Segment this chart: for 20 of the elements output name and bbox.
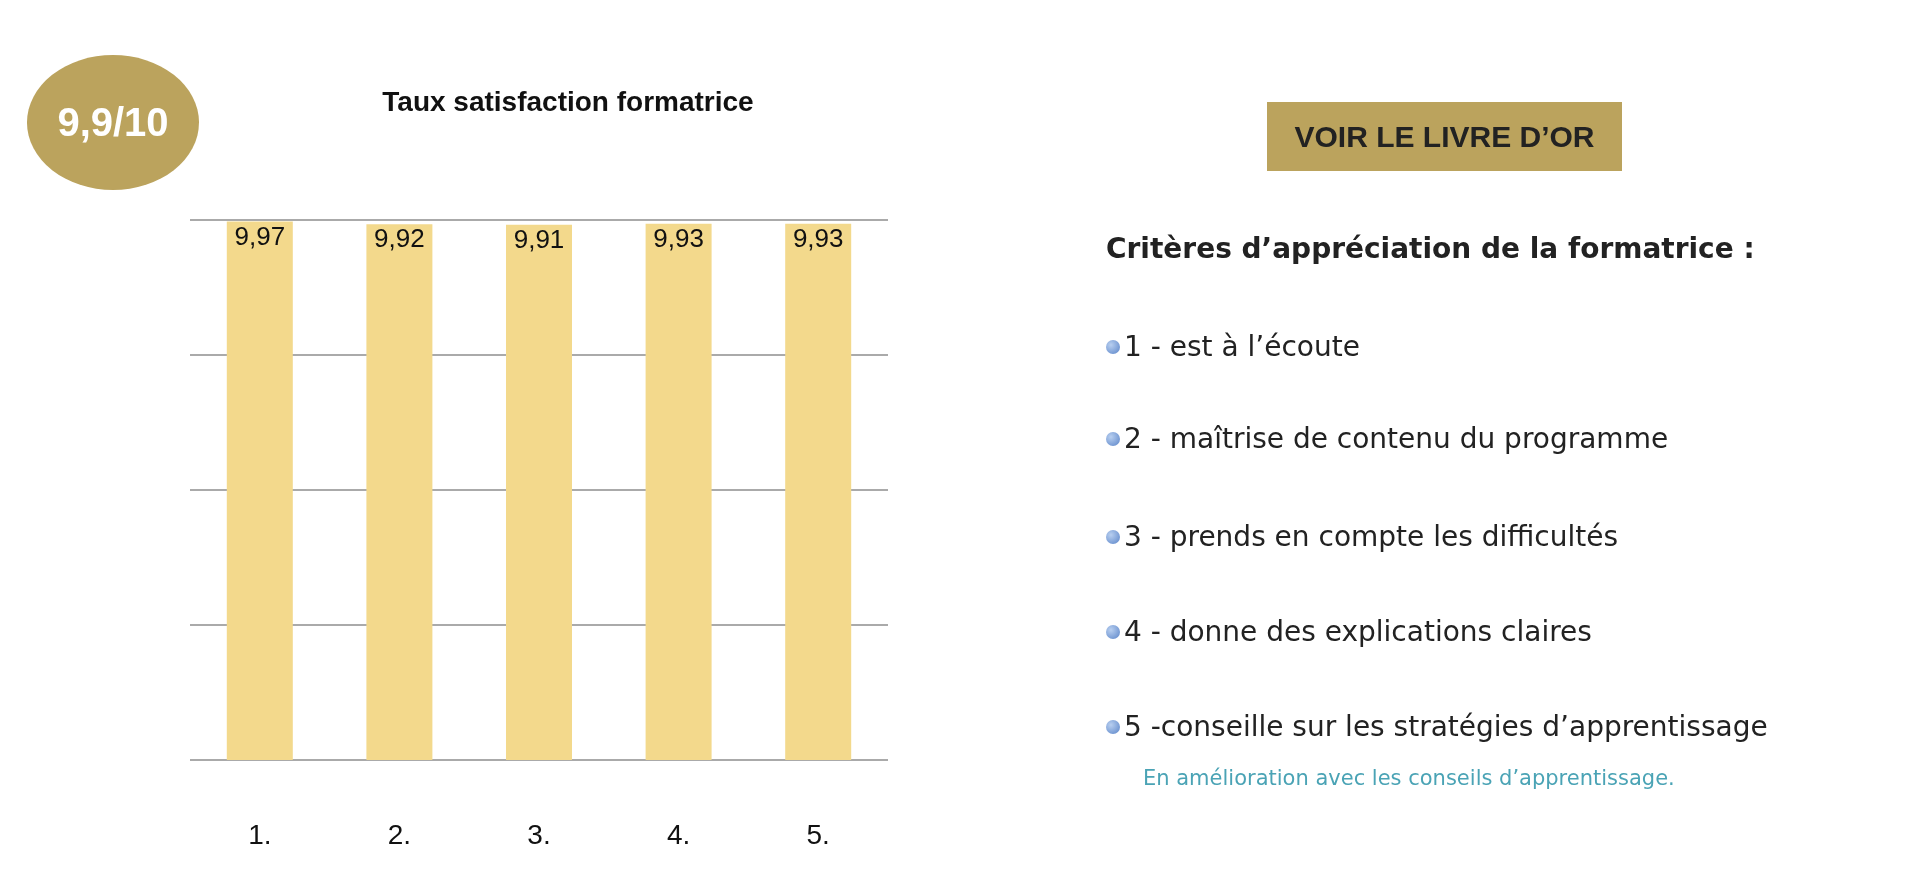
text: 1 - est à l’écoute (1124, 330, 1360, 363)
text: En amélioration avec les conseils d’apprentissage. (1143, 766, 1675, 790)
x-tick-label: 4. (666, 818, 691, 850)
text: 3 - prends en compte les difficultés (1124, 520, 1619, 553)
data-label: 9,92 (374, 223, 425, 254)
text: 4 - donne des explications claires (1124, 615, 1592, 648)
x-tick-label: 1. (248, 818, 272, 850)
chart-title: Taux satisfaction formatrice (382, 85, 754, 117)
x-tick-label: 2. (387, 818, 412, 850)
data-label: 9,93 (792, 222, 844, 253)
x-tick-label: 5. (806, 818, 830, 850)
text: 2 - maîtrise de contenu du programme (1124, 422, 1669, 455)
data-label: 9,93 (653, 222, 704, 253)
x-tick-label: 3. (527, 818, 551, 850)
text: 5 -conseille sur les stratégies d’apprentissage (1124, 710, 1768, 743)
text: Critères d’appréciation de la formatrice : (1106, 232, 1755, 265)
text: 9,9/10 (27, 55, 199, 190)
data-label: 9,97 (234, 220, 286, 251)
data-label: 9,91 (513, 223, 565, 254)
text: VOIR LE LIVRE D’OR (1267, 102, 1622, 171)
